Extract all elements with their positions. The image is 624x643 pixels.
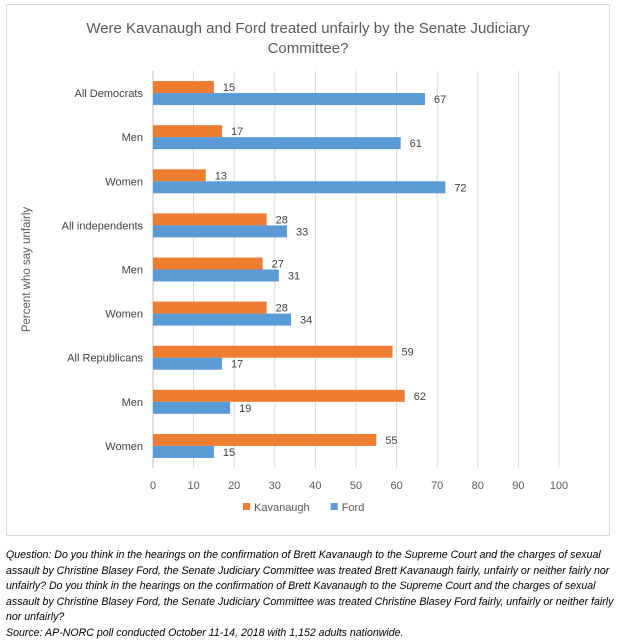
chart-title-line-1: Were Kavanaugh and Ford treated unfairly… xyxy=(86,20,530,37)
x-tick-label: 20 xyxy=(228,480,240,492)
data-label: 28 xyxy=(276,303,288,315)
legend-swatch-kavanaugh xyxy=(243,503,250,510)
category-labels: All Democrats Men Women All independents Men… xyxy=(62,88,144,453)
bar-kavanaugh xyxy=(153,301,267,314)
x-tick-label: 50 xyxy=(350,480,362,492)
data-label: 13 xyxy=(215,170,227,182)
data-label: 34 xyxy=(300,315,312,327)
data-label: 15 xyxy=(223,82,235,94)
legend-label-kavanaugh: Kavanaugh xyxy=(254,502,310,514)
bar-kavanaugh xyxy=(153,81,214,94)
legend-label-ford: Ford xyxy=(342,502,365,514)
bars xyxy=(153,81,446,458)
bar-kavanaugh xyxy=(153,345,393,358)
x-tick-label: 60 xyxy=(390,480,402,492)
bar-ford xyxy=(153,93,426,106)
bar-kavanaugh xyxy=(153,257,263,270)
data-label: 61 xyxy=(410,138,422,150)
category-label: Women xyxy=(105,176,143,188)
bar-kavanaugh xyxy=(153,389,405,402)
chart-title-line-2: Committee? xyxy=(268,40,349,57)
bar-ford xyxy=(153,401,231,414)
bar-ford xyxy=(153,225,287,238)
legend-swatch-ford xyxy=(330,503,338,510)
bar-kavanaugh xyxy=(153,169,206,182)
data-label: 59 xyxy=(402,347,414,359)
bar-kavanaugh xyxy=(153,125,223,138)
bar-chart: Were Kavanaugh and Ford treated unfairly… xyxy=(21,20,568,514)
x-tick-label: 80 xyxy=(472,480,484,492)
category-label: Men xyxy=(122,397,143,409)
bar-kavanaugh xyxy=(153,433,377,446)
bar-ford xyxy=(153,137,401,150)
category-label: All independents xyxy=(62,220,144,232)
bar-ford xyxy=(153,357,223,370)
category-label: All Republicans xyxy=(67,353,143,365)
category-label: All Democrats xyxy=(75,88,144,100)
data-label: 15 xyxy=(223,447,235,459)
legend: Kavanaugh Ford xyxy=(243,502,364,514)
data-label: 27 xyxy=(272,259,284,271)
category-label: Men xyxy=(122,265,143,277)
bar-kavanaugh xyxy=(153,213,267,226)
x-tick-label: 30 xyxy=(269,480,281,492)
data-label: 17 xyxy=(231,359,243,371)
bar-ford xyxy=(153,269,279,282)
x-tick-label: 0 xyxy=(150,480,156,492)
data-label: 55 xyxy=(385,435,397,447)
x-tick-label: 40 xyxy=(309,480,321,492)
bar-ford xyxy=(153,181,446,194)
data-labels: 15 67 17 61 13 72 28 33 27 31 28 34 59 17 62 19 55 15 xyxy=(215,82,467,459)
category-label: Women xyxy=(105,441,143,453)
bar-ford xyxy=(153,445,214,458)
data-label: 17 xyxy=(231,126,243,138)
source-note: Source: AP-NORC poll conducted October 1… xyxy=(6,626,404,639)
x-tick-label: 10 xyxy=(187,480,199,492)
x-tick-label: 90 xyxy=(512,480,524,492)
x-tick-label: 100 xyxy=(550,480,568,492)
data-label: 31 xyxy=(288,271,300,283)
y-axis-label: Percent who say unfairly xyxy=(21,207,33,333)
question-note: Question: Do you think in the hearings o… xyxy=(6,549,614,624)
data-label: 28 xyxy=(276,214,288,226)
x-tick-label: 70 xyxy=(431,480,443,492)
category-label: Men xyxy=(122,132,143,144)
chart-container: Were Kavanaugh and Ford treated unfairly… xyxy=(6,4,610,536)
data-label: 72 xyxy=(454,182,466,194)
data-label: 62 xyxy=(414,391,426,403)
category-label: Women xyxy=(105,309,143,321)
data-label: 67 xyxy=(434,94,446,106)
bar-ford xyxy=(153,313,292,326)
x-axis-tick-labels: 0 10 20 30 40 50 60 70 80 90 100 xyxy=(150,480,568,492)
chart-notes: Question: Do you think in the hearings o… xyxy=(6,548,618,642)
data-label: 33 xyxy=(296,226,308,238)
data-label: 19 xyxy=(239,403,251,415)
